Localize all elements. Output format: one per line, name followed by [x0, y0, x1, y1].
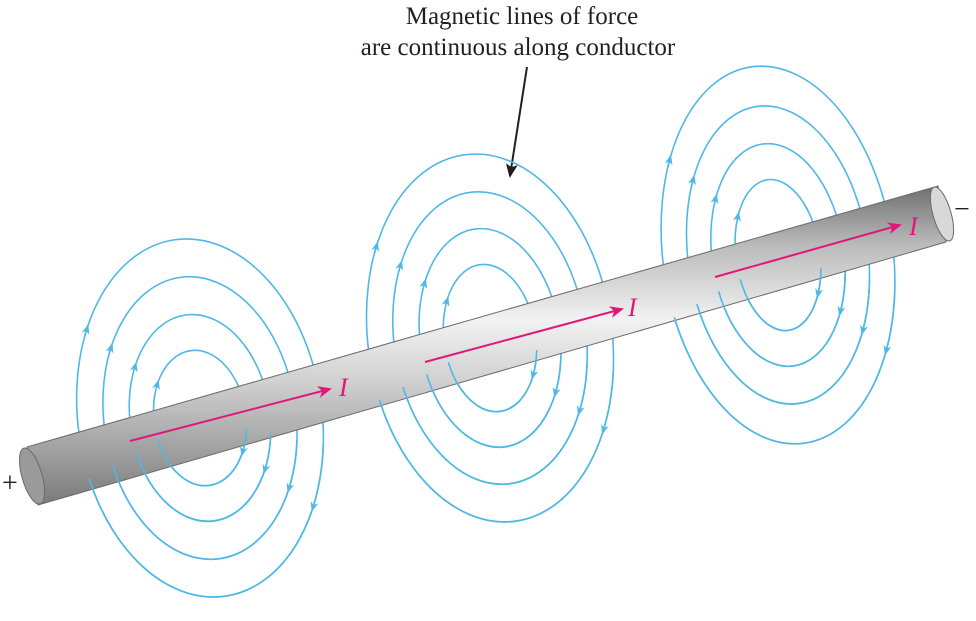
- current-arrow-3: [714, 222, 902, 278]
- field-arrow-down-2-3: [552, 387, 561, 398]
- field-loop-front-1-1: [88, 445, 324, 598]
- caption-pointer-arrow: [505, 66, 528, 178]
- field-arrow-down-3-1: [883, 342, 892, 356]
- caption-line-1: Magnetic lines of force: [406, 3, 639, 30]
- field-arrow-down-3-2: [860, 323, 868, 336]
- current-label-3: I: [908, 212, 919, 241]
- caption-line-2: are continuous along conductor: [361, 34, 676, 61]
- conductor-right-end: [929, 186, 955, 242]
- field-loop-front-3-1: [673, 286, 896, 445]
- field-arrow-up-2-3: [419, 278, 428, 289]
- field-arrow-down-1-3: [262, 463, 271, 475]
- field-arrow-up-2-4: [441, 296, 450, 307]
- field-arrow-down-2-1: [601, 421, 609, 435]
- conductor-left-end: [18, 447, 46, 505]
- field-arrow-up-2-2: [395, 260, 404, 272]
- field-arrow-down-2-4: [530, 369, 539, 380]
- current-label-2: I: [627, 293, 638, 322]
- current-arrows: [129, 222, 902, 442]
- field-arrow-down-1-2: [286, 481, 295, 494]
- field-arrow-down-2-2: [576, 404, 585, 416]
- field-arrow-down-3-3: [837, 305, 846, 317]
- field-arrow-up-1-1: [81, 324, 90, 338]
- field-arrow-up-1-3: [129, 361, 138, 373]
- current-arrow-2: [424, 306, 624, 363]
- field-arrow-up-2-1: [371, 241, 379, 255]
- field-lines-front: [81, 154, 896, 598]
- field-arrow-up-3-3: [710, 193, 719, 205]
- current-arrow-1: [129, 386, 332, 442]
- current-label-1: I: [338, 373, 349, 402]
- positive-terminal: +: [2, 468, 18, 499]
- field-arrow-up-3-4: [732, 211, 741, 223]
- field-arrow-up-1-4: [152, 379, 160, 391]
- field-arrow-down-3-4: [815, 287, 824, 299]
- field-arrow-up-1-2: [105, 342, 114, 355]
- field-arrow-up-3-1: [664, 154, 673, 168]
- negative-terminal: −: [954, 194, 970, 225]
- field-arrow-down-1-1: [310, 498, 319, 512]
- field-loop-front-2-1: [378, 367, 615, 523]
- field-arrow-up-3-2: [688, 174, 696, 187]
- field-arrow-down-1-4: [240, 445, 248, 457]
